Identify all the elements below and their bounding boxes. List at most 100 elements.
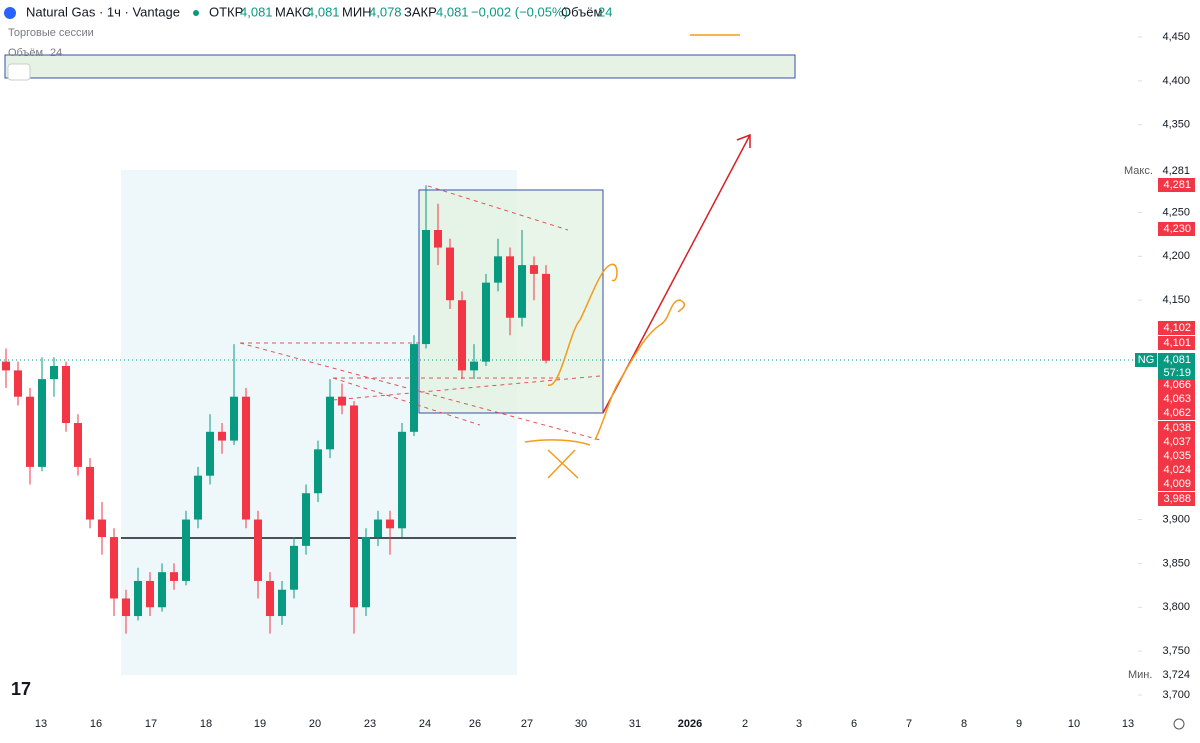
price-label-box	[1158, 222, 1195, 236]
y-tick-label: 4,200	[1162, 250, 1190, 262]
candle-body	[74, 423, 82, 467]
candle-body	[170, 572, 178, 581]
candle-body	[434, 230, 442, 248]
max-label: Макс.	[1124, 165, 1153, 177]
price-label-box	[1158, 477, 1195, 491]
price-label-box	[1158, 392, 1195, 406]
candle-body	[158, 572, 166, 608]
x-tick-label: 2	[742, 718, 748, 730]
price-label-box	[1158, 492, 1195, 506]
candle-body	[338, 396, 346, 406]
candle-body	[14, 370, 22, 397]
candle-body	[254, 519, 262, 581]
candle-body	[314, 449, 322, 494]
x-tick-label: 20	[309, 718, 321, 730]
price-label: 4,230	[1163, 223, 1191, 235]
volume-row-value: 24	[50, 47, 62, 59]
last-price-box	[1158, 353, 1195, 380]
candle-body	[350, 405, 358, 608]
candle-body	[86, 466, 94, 520]
scribbles	[524, 34, 740, 479]
price-label-box	[1158, 463, 1195, 477]
candle-body	[374, 519, 382, 538]
open-value: 4,081	[240, 4, 273, 19]
price-label: 4,037	[1163, 436, 1191, 448]
candle-body	[62, 366, 70, 424]
x-tick-label: 13	[35, 718, 47, 730]
y-tick-label: 4,450	[1162, 31, 1190, 43]
candle-body	[278, 589, 286, 617]
candle-body	[50, 366, 58, 380]
trend-lines	[239, 185, 601, 441]
candle-body	[458, 300, 466, 371]
candle-body	[398, 431, 406, 529]
candle-body	[470, 361, 478, 371]
symbol-tag: NG	[1138, 354, 1155, 366]
candle-body	[542, 273, 550, 361]
x-tick-label: 3	[796, 718, 802, 730]
candle-body	[194, 475, 202, 520]
candle-body	[146, 580, 154, 608]
candle-body	[242, 396, 250, 520]
sessions-label: Торговые сессии	[8, 27, 94, 39]
y-tick-label: 4,350	[1162, 119, 1190, 131]
candle-body	[422, 230, 430, 345]
x-tick-label: 26	[469, 718, 481, 730]
candle-body	[290, 545, 298, 590]
price-label-box	[1158, 336, 1195, 350]
x-tick-label: 17	[145, 718, 157, 730]
high-value: 4,081	[307, 4, 340, 19]
price-label-box	[1158, 178, 1195, 192]
price-label-box	[1158, 449, 1195, 463]
volume-value: 24	[598, 4, 612, 19]
price-label-box	[1158, 378, 1195, 392]
candle-body	[182, 519, 190, 581]
x-tick-label: 27	[521, 718, 533, 730]
x-tick-label: 6	[851, 718, 857, 730]
price-label-box	[1158, 321, 1195, 335]
max-value: 4,281	[1162, 165, 1190, 177]
candle-body	[410, 344, 418, 432]
y-tick-label: 4,400	[1162, 75, 1190, 87]
symbol: Natural Gas · 1ч · Vantage	[26, 4, 180, 19]
y-tick-label: 4,150	[1162, 294, 1190, 306]
price-label: 4,281	[1163, 179, 1191, 191]
y-tick-label: 3,800	[1162, 601, 1190, 613]
x-tick-label: 2026	[678, 718, 702, 730]
candle-body	[26, 396, 34, 467]
x-tick-label: 7	[906, 718, 912, 730]
price-label: 4,066	[1163, 379, 1191, 391]
candle-body	[302, 493, 310, 546]
logo: 17	[11, 679, 31, 699]
status-dot	[193, 10, 199, 16]
candle-body	[362, 537, 370, 608]
candle-body	[110, 537, 118, 599]
x-tick-label: 31	[629, 718, 641, 730]
candle-body	[206, 431, 214, 476]
candle-body	[386, 519, 394, 529]
x-tick-label: 30	[575, 718, 587, 730]
countdown: 57:19	[1163, 367, 1191, 379]
collapse-button[interactable]	[7, 63, 31, 81]
y-tick-label: 3,850	[1162, 557, 1190, 569]
candle-body	[38, 379, 46, 467]
y-tick-label: 3,700	[1162, 689, 1190, 701]
x-tick-label: 23	[364, 718, 376, 730]
x-tick-label: 9	[1016, 718, 1022, 730]
symbol-icon	[4, 7, 16, 19]
x-tick-label: 16	[90, 718, 102, 730]
open-label: ОТКР	[209, 4, 243, 19]
candle-body	[482, 282, 490, 362]
candle-body	[266, 580, 274, 617]
price-label-box	[1158, 406, 1195, 420]
min-value: 3,724	[1162, 669, 1190, 681]
volume-label: Объём	[561, 4, 602, 19]
candle-body	[122, 598, 130, 617]
x-tick-label: 18	[200, 718, 212, 730]
symbol-tag-box	[1135, 353, 1157, 367]
candle-body	[518, 265, 526, 318]
settings-icon[interactable]	[1173, 718, 1185, 730]
price-label-box	[1158, 435, 1195, 449]
x-tick-label: 8	[961, 718, 967, 730]
